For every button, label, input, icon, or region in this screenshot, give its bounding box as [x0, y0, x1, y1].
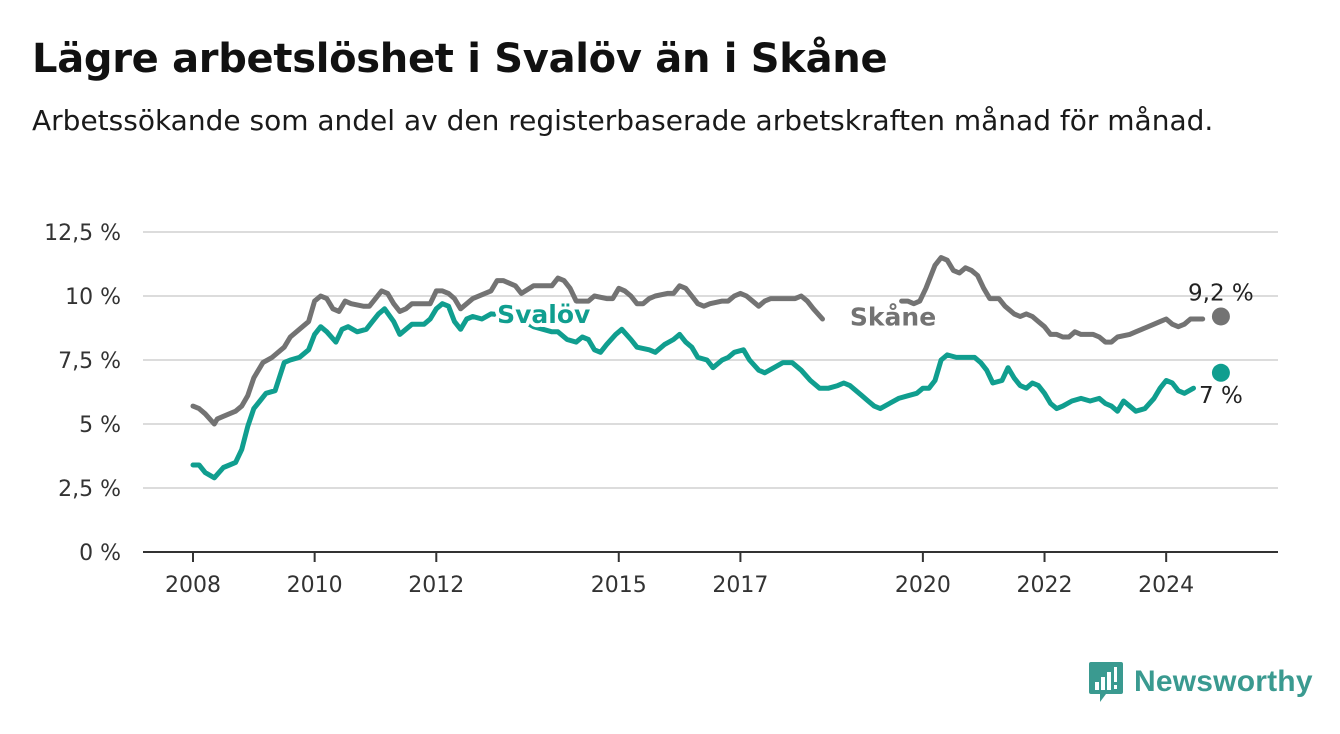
series-name-label: Skåne — [850, 302, 936, 331]
y-tick-label: 0 % — [79, 541, 121, 566]
series-end-value-label: 7 % — [1199, 383, 1243, 409]
series-end-value-label: 9,2 % — [1188, 280, 1254, 306]
y-tick-label: 10 % — [65, 285, 121, 310]
series-line-skane-1 — [899, 255, 1206, 345]
x-tick-label: 2015 — [591, 573, 647, 598]
grid-lines — [143, 231, 1278, 489]
x-tick-label: 2008 — [165, 573, 221, 598]
brand-name: Newsworthy — [1134, 665, 1313, 698]
series-end-marker — [1211, 363, 1230, 382]
y-axis-ticks: 0 % 2,5 % 5 % 7,5 % 10 % 12,5 % — [44, 221, 121, 566]
x-tick-label: 2024 — [1138, 573, 1194, 598]
chart-subtitle: Arbetssökande som andel av den registerb… — [32, 104, 1214, 137]
y-tick-label: 7,5 % — [58, 349, 121, 374]
x-tick-label: 2022 — [1017, 573, 1073, 598]
series-lines — [190, 255, 1230, 481]
x-axis-ticks: 2008 2010 2012 2015 2017 2020 2022 2024 — [165, 552, 1194, 598]
series-name-label-halo: Svalöv — [497, 300, 590, 329]
x-tick-label: 2010 — [287, 573, 343, 598]
y-tick-label: 2,5 % — [58, 477, 121, 502]
y-tick-label: 12,5 % — [44, 221, 121, 246]
series-name-label-halo: Skåne — [850, 302, 936, 331]
x-tick-label: 2020 — [895, 573, 951, 598]
chart-title: Lägre arbetslöshet i Svalöv än i Skåne — [32, 36, 888, 82]
x-tick-label: 2017 — [712, 573, 768, 598]
x-tick-label: 2012 — [408, 573, 464, 598]
newsworthy-logo-icon — [1089, 662, 1123, 702]
series-line-skane-0 — [190, 275, 825, 427]
brand-logo: Newsworthy — [1088, 660, 1313, 704]
series-name-label: Svalöv — [497, 300, 590, 329]
series-end-marker — [1211, 307, 1230, 326]
series-line-svalov-0 — [190, 301, 1196, 481]
y-tick-label: 5 % — [79, 413, 121, 438]
